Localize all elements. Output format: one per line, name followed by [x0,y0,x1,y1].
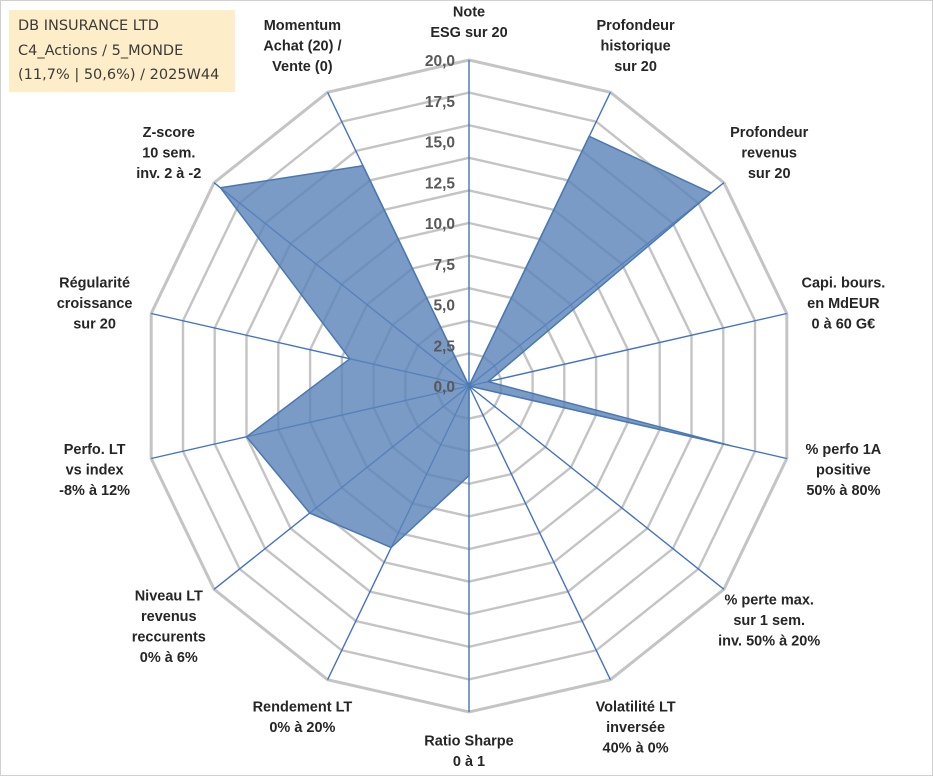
axis-label-9: Niveau LT revenus reccurents 0% à 6% [132,589,206,667]
axis-label-7-line-0: Ratio Sharpe [424,734,513,750]
title-line-category: C4_Actions / 5_MONDE [18,42,184,59]
axis-label-0: Note ESG sur 20 [430,5,507,42]
radar-axis-labels: Note ESG sur 20 Profondeur historique sur 20… [57,5,886,771]
axis-label-4-line-0: % perfo 1A [806,442,882,458]
axis-label-9-line-1: revenus [141,609,197,625]
axis-label-5: % perte max. sur 1 sem. inv. 50% à 20% [718,592,820,649]
axis-label-7: Ratio Sharpe 0 à 1 [424,734,513,771]
axis-label-10-line-1: vs index [66,463,124,479]
axis-label-7-line-1: 0 à 1 [453,754,485,770]
tick-label-5: 12,5 [425,175,456,192]
axis-label-5-line-2: inv. 50% à 20% [718,633,820,649]
axis-label-8: Rendement LT 0% à 20% [253,699,353,736]
title-line-stats: (11,7% | 50,6%) / 2025W44 [18,67,220,83]
axis-label-5-line-1: sur 1 sem. [733,613,805,629]
axis-label-13-line-2: Vente (0) [272,59,333,75]
axis-label-1: Profondeur historique sur 20 [597,18,675,75]
axis-label-4-line-1: positive [816,463,871,479]
axis-label-9-line-3: 0% à 6% [140,650,198,666]
axis-label-6-line-1: inversée [606,720,665,736]
tick-label-2: 5,0 [433,298,455,315]
axis-label-11-line-2: sur 20 [73,316,116,332]
title-line-company: DB INSURANCE LTD [18,18,159,34]
axis-label-6-line-0: Volatilité LT [596,699,676,715]
axis-label-4: % perfo 1A positive 50% à 80% [806,442,882,499]
axis-label-9-line-2: reccurents [132,630,206,646]
axis-label-6: Volatilité LT inversée 40% à 0% [596,699,676,756]
radar-series [219,135,732,549]
axis-label-3: Capi. bours. en MdEUR 0 à 60 G€ [802,275,886,332]
axis-label-8-line-1: 0% à 20% [269,720,335,736]
axis-label-9-line-0: Niveau LT [135,589,203,605]
axis-label-11: Régularité croissance sur 20 [57,275,133,332]
radar-tick-labels: 0,0 2,5 5,0 7,5 10,0 12,5 15,0 17,5 20,0 [425,53,456,396]
axis-spoke-5 [468,385,725,590]
axis-label-13-line-0: Momentum [264,18,341,34]
axis-label-0-line-0: Note [453,5,485,21]
axis-label-11-line-0: Régularité [59,275,130,291]
axis-label-2-line-1: revenus [741,146,797,162]
axis-label-10-line-2: -8% à 12% [59,483,130,499]
axis-label-4-line-2: 50% à 80% [806,483,880,499]
tick-label-0: 0,0 [433,379,455,396]
axis-label-0-line-1: ESG sur 20 [430,25,507,41]
axis-label-2-line-2: sur 20 [748,166,791,182]
axis-spoke-6 [468,385,612,681]
axis-label-11-line-1: croissance [57,296,133,312]
axis-label-13: Momentum Achat (20) / Vente (0) [263,18,341,75]
series-area-0 [219,135,732,549]
axis-label-3-line-0: Capi. bours. [802,275,886,291]
tick-label-1: 2,5 [433,338,455,355]
tick-label-7: 17,5 [425,94,456,111]
axis-label-6-line-2: 40% à 0% [603,740,669,756]
axis-label-10-line-0: Perfo. LT [64,442,126,458]
chart-title-box: DB INSURANCE LTD C4_Actions / 5_MONDE (1… [9,10,235,92]
tick-label-6: 15,0 [425,135,455,152]
axis-label-3-line-1: en MdEUR [807,296,880,312]
axis-label-10: Perfo. LT vs index -8% à 12% [59,442,130,499]
axis-label-13-line-1: Achat (20) / [263,39,341,55]
tick-label-8: 20,0 [425,53,455,70]
tick-label-4: 10,0 [425,216,455,233]
axis-label-2: Profondeur revenus sur 20 [730,125,808,182]
axis-label-2-line-0: Profondeur [730,125,808,141]
axis-label-12: Z-score 10 sem. inv. 2 à -2 [136,125,201,182]
axis-label-8-line-0: Rendement LT [253,699,353,715]
axis-label-1-line-2: sur 20 [614,59,657,75]
tick-label-3: 7,5 [433,257,455,274]
axis-label-12-line-0: Z-score [143,125,195,141]
axis-label-12-line-2: inv. 2 à -2 [136,166,201,182]
axis-label-5-line-0: % perte max. [724,592,813,608]
axis-label-3-line-2: 0 à 60 G€ [812,316,876,332]
axis-label-1-line-1: historique [601,39,671,55]
axis-label-12-line-1: 10 sem. [142,146,195,162]
axis-label-1-line-0: Profondeur [597,18,675,34]
axis-spoke-3 [468,312,787,387]
